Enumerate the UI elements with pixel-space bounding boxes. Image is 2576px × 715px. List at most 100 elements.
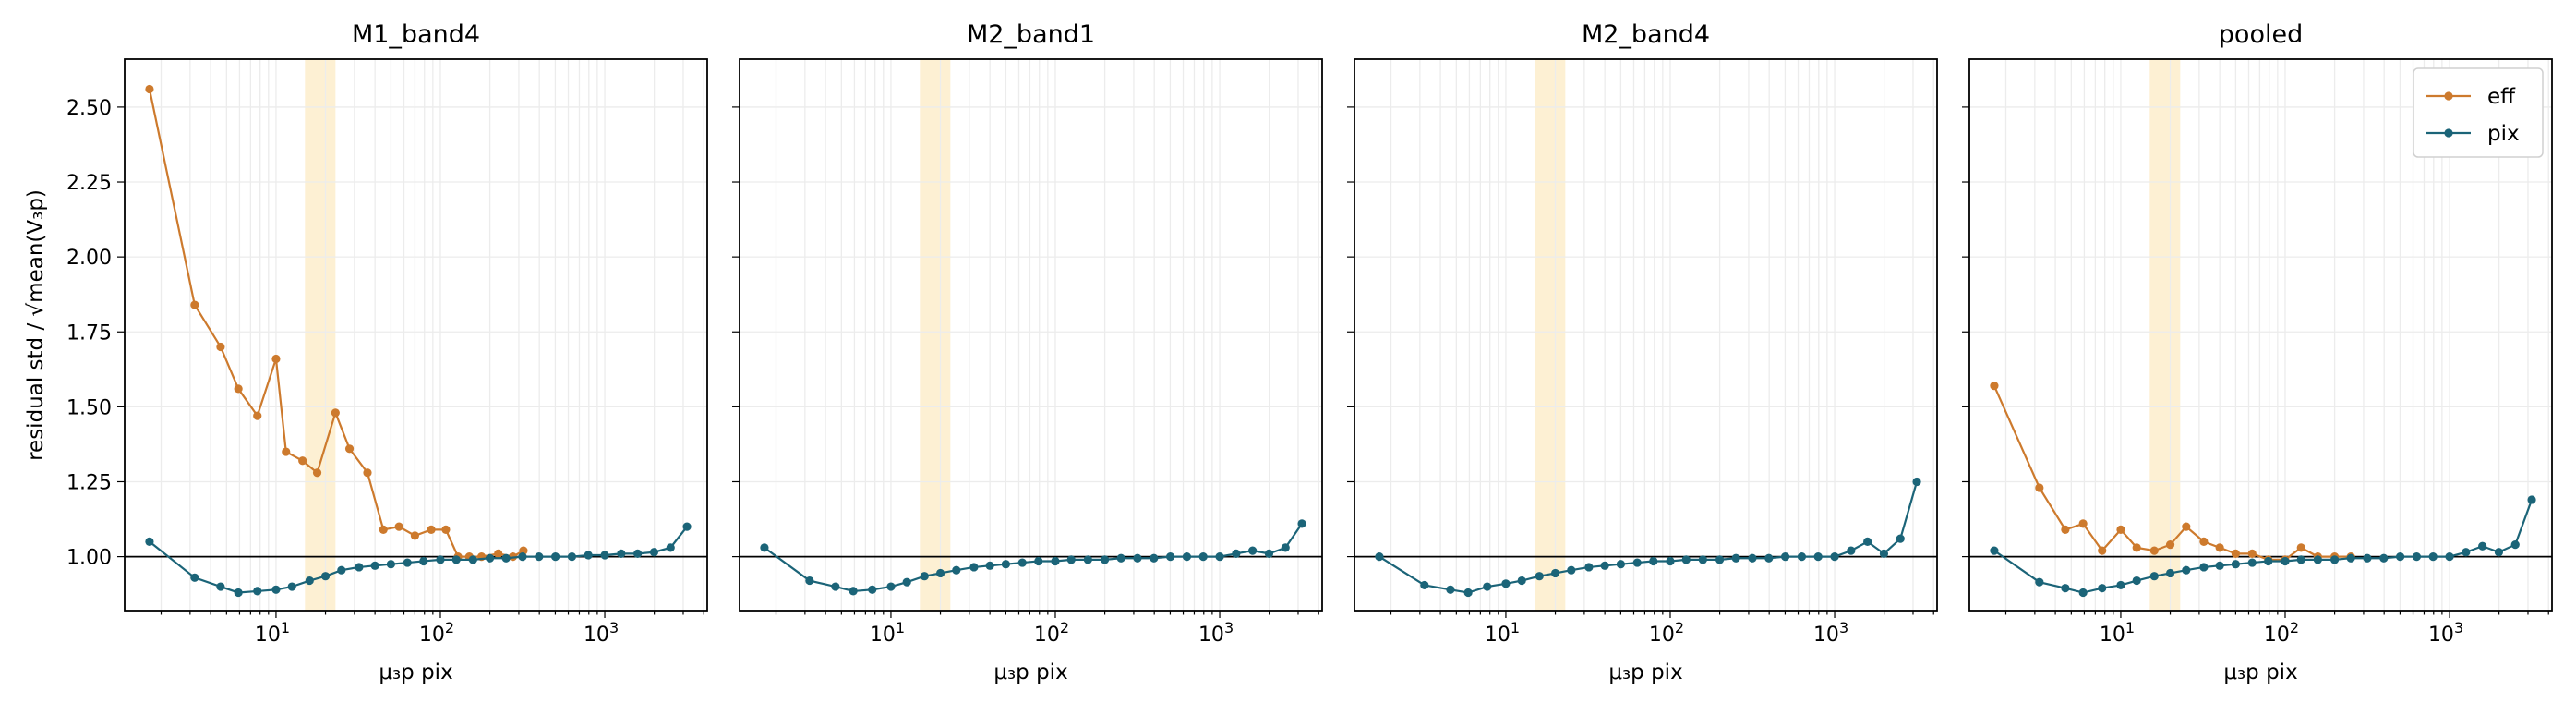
data-point-pix <box>271 585 281 594</box>
data-point-eff <box>2215 543 2224 552</box>
data-point-pix <box>468 555 477 564</box>
y-tick-label: 1.00 <box>66 547 112 570</box>
legend-marker-pix <box>2444 128 2453 138</box>
data-point-pix <box>1463 588 1473 598</box>
data-point-pix <box>1051 556 1060 566</box>
data-point-eff <box>2182 522 2191 531</box>
data-point-pix <box>2494 548 2504 557</box>
data-point-pix <box>2346 553 2355 563</box>
data-point-pix <box>2462 548 2471 557</box>
data-point-eff <box>271 354 281 364</box>
data-point-pix <box>1666 556 1675 566</box>
data-point-pix <box>1847 546 1856 555</box>
data-point-eff <box>2116 525 2125 534</box>
data-point-pix <box>849 587 858 596</box>
data-point-pix <box>1780 551 1790 562</box>
data-point-pix <box>1232 549 1241 558</box>
data-point-pix <box>1264 549 1274 558</box>
data-point-pix <box>952 565 961 575</box>
data-point-pix <box>370 561 379 570</box>
data-point-pix <box>550 551 560 562</box>
data-point-pix <box>535 551 544 562</box>
data-point-pix <box>1764 553 1774 563</box>
panel-M2_band4: 101 102 103 M2_band4 μ₃p pix <box>1347 20 1938 685</box>
data-point-pix <box>216 582 225 591</box>
data-point-pix <box>2247 558 2257 567</box>
data-point-eff <box>190 300 199 309</box>
data-point-pix <box>649 548 659 557</box>
data-point-pix <box>567 551 577 562</box>
data-point-pix <box>666 543 675 552</box>
data-point-pix <box>2149 572 2159 581</box>
data-point-eff <box>2296 543 2305 552</box>
data-point-eff <box>2149 546 2159 555</box>
x-axis-label: μ₃p pix <box>1608 660 1682 685</box>
data-point-pix <box>2231 560 2240 569</box>
x-tick-label: 103 <box>584 619 619 647</box>
data-point-eff <box>331 408 340 418</box>
data-point-pix <box>1066 555 1076 564</box>
data-point-pix <box>2264 556 2273 566</box>
series-line-pix <box>1378 481 1919 594</box>
data-point-pix <box>2329 555 2340 564</box>
data-point-pix <box>1830 551 1839 562</box>
data-point-pix <box>1116 553 1125 563</box>
data-point-eff <box>394 522 403 531</box>
data-point-pix <box>1133 553 1142 563</box>
data-point-pix <box>1001 560 1010 569</box>
data-point-eff <box>2078 519 2088 528</box>
x-tick-label: 103 <box>1813 619 1848 647</box>
data-point-eff <box>2061 525 2070 534</box>
series-eff <box>145 84 528 562</box>
axes-frame <box>124 58 708 612</box>
data-point-pix <box>518 551 527 562</box>
y-tick-label: 2.50 <box>66 97 112 120</box>
panel-M2_band1: 101 102 103 M2_band1 μ₃p pix <box>732 20 1323 685</box>
data-point-pix <box>436 555 445 564</box>
data-point-pix <box>617 549 626 558</box>
data-point-pix <box>1483 582 1492 591</box>
legend-box <box>2413 67 2544 158</box>
data-point-pix <box>1616 560 1625 569</box>
data-point-pix <box>2363 553 2372 563</box>
data-point-pix <box>1034 556 1043 566</box>
data-point-eff <box>253 411 262 420</box>
data-point-pix <box>1017 558 1027 567</box>
data-point-pix <box>2199 563 2209 572</box>
data-point-pix <box>1501 579 1511 588</box>
y-tick-label: 1.25 <box>66 471 112 494</box>
y-tick-label: 2.25 <box>66 172 112 195</box>
data-point-pix <box>2098 584 2107 593</box>
panels: 1.00 1.25 1.50 1.75 2.00 2.25 2.50 101 102 103 M1_… <box>66 20 2553 685</box>
data-point-pix <box>1567 565 1576 575</box>
data-point-eff <box>2098 546 2107 555</box>
y-tick-label: 1.50 <box>66 396 112 419</box>
x-tick-label: 101 <box>255 619 290 647</box>
data-point-pix <box>1715 555 1725 564</box>
data-point-eff <box>410 531 420 540</box>
x-tick-label: 103 <box>1198 619 1234 647</box>
data-point-pix <box>1281 543 1290 552</box>
data-point-pix <box>2078 588 2088 598</box>
data-point-pix <box>1600 561 1609 570</box>
data-point-eff <box>2199 537 2209 546</box>
data-point-pix <box>985 561 994 570</box>
panel-M1_band4: 1.00 1.25 1.50 1.75 2.00 2.25 2.50 101 102 103 M1_… <box>66 20 708 685</box>
x-tick-label: 101 <box>870 619 905 647</box>
data-point-pix <box>2061 584 2070 593</box>
data-point-pix <box>1681 555 1691 564</box>
data-point-pix <box>1182 551 1192 562</box>
data-point-pix <box>2132 576 2141 586</box>
data-point-pix <box>1535 572 1544 581</box>
data-point-eff <box>363 468 372 478</box>
data-point-eff <box>312 468 322 478</box>
data-point-eff <box>379 525 388 534</box>
data-point-pix <box>1420 580 1429 590</box>
data-point-pix <box>886 582 896 591</box>
data-point-eff <box>2132 543 2141 552</box>
data-point-pix <box>1731 553 1740 563</box>
data-point-pix <box>1698 555 1707 564</box>
data-point-pix <box>337 565 346 575</box>
data-point-pix <box>403 558 412 567</box>
